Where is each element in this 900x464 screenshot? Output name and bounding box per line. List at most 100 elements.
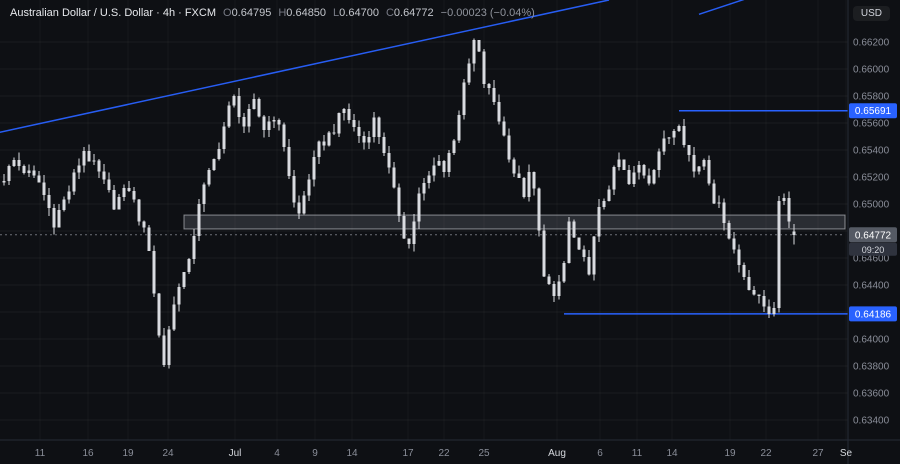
price-tick-label: 0.64000 [853,334,890,345]
candle-body [207,169,211,185]
candle-body [482,51,486,85]
time-tick-label: 16 [82,448,94,459]
level-price-label [849,103,897,119]
time-month-label: Jul [229,448,242,459]
candle-body [22,166,26,174]
candle-body [577,237,581,250]
candle-body [767,306,771,314]
candle-body [317,141,321,157]
candle-body [682,126,686,146]
candle-body [597,207,601,237]
candle-body [667,137,671,139]
candle-body [427,175,431,184]
level-price-label-text: 0.65691 [855,106,892,117]
candle-body [187,259,191,272]
candle-body [692,154,696,172]
candle-body [122,187,126,198]
trendline[interactable] [0,0,610,133]
candle-body [622,159,626,171]
time-tick-label: 11 [35,448,46,459]
candle-body [747,276,751,290]
candle-body [177,286,181,305]
candle-body [382,137,386,154]
time-tick-label: 22 [760,448,772,459]
time-tick-label: 14 [666,448,678,459]
candle-body [347,109,351,121]
candle-body [392,167,396,188]
candle-body [327,132,331,146]
candle-body [617,159,621,167]
candle-body [92,160,96,162]
time-tick-label: 9 [312,448,318,459]
candle-body [252,99,256,109]
current-price-label-text: 0.64772 [855,230,892,241]
symbol-title[interactable]: Australian Dollar / U.S. Dollar · 4h · F… [10,7,216,19]
candle-body [452,140,456,154]
candle-body [462,82,466,115]
candle-body [82,150,86,166]
price-tick-label: 0.63800 [853,361,890,372]
time-tick-label: 11 [632,448,643,459]
candle-body [437,161,441,166]
candle-body [517,173,521,178]
candle-body [612,166,616,190]
candle-body [722,202,726,223]
candle-body [687,145,691,155]
currency-button[interactable]: USD [852,6,890,21]
candle-body [582,249,586,257]
candle-body [562,262,566,282]
candle-body [527,172,531,197]
candle-body [707,160,711,184]
candle-body [182,271,186,287]
candle-body [632,172,636,184]
candle-body [657,151,661,170]
candle-body [197,204,201,237]
price-tick-label: 0.66200 [853,37,890,48]
price-axis[interactable] [848,0,900,464]
candle-body [652,169,656,184]
candle-body [497,101,501,122]
candle-body [637,165,641,173]
candle-body [12,160,16,166]
candle-body [352,120,356,128]
candle-body [602,200,606,208]
candle-body [167,329,171,365]
candle-body [542,230,546,277]
candle-body [777,200,781,308]
candle-body [607,189,611,201]
candle-body [227,105,231,127]
candle-body [572,221,576,238]
candle-body [762,296,766,307]
candle-body [17,160,21,167]
time-month-label: Aug [548,448,566,459]
bar-countdown-label [849,242,897,256]
candle-body [87,150,91,162]
candle-body [532,172,536,189]
candle-body [412,221,416,245]
candle-body [287,147,291,177]
time-tick-label: 24 [162,448,174,459]
candle-body [507,135,511,160]
resistance-zone[interactable] [183,214,846,230]
candle-body [112,189,116,210]
candle-body [432,165,436,176]
candle-body [282,124,286,148]
candle-body [752,289,756,295]
candle-body [132,191,136,200]
time-axis[interactable] [0,440,848,464]
candle-body [257,99,261,117]
candle-body [27,170,31,174]
price-tick-label: 0.66000 [853,64,890,75]
candle-body [297,202,301,214]
candle-body [77,165,81,173]
candles-series[interactable] [2,38,796,369]
price-tick-label: 0.64400 [853,280,890,291]
candle-body [152,251,156,294]
candle-body [102,171,106,180]
candle-body [192,236,196,260]
candle-body [202,184,206,205]
candle-body [522,177,526,197]
trendline[interactable] [698,0,745,16]
